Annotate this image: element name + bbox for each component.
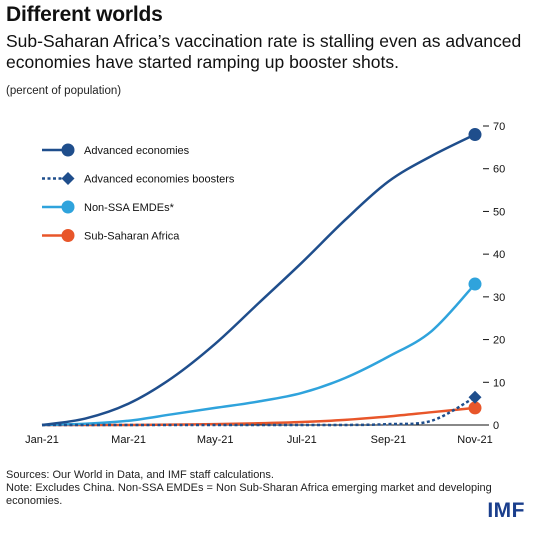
y-tick-label: 60 (493, 164, 505, 176)
chart-title: Different worlds (6, 3, 163, 26)
chart-subtitle: Sub-Saharan Africa’s vaccination rate is… (6, 31, 522, 72)
legend-marker (61, 229, 75, 242)
imf-logo: IMF (487, 499, 525, 522)
y-tick-label: 20 (493, 335, 505, 347)
legend-label: Sub-Saharan Africa (84, 231, 180, 243)
x-tick-label: Jan-21 (25, 434, 59, 446)
y-tick-label: 40 (493, 249, 505, 261)
y-tick-label: 10 (493, 377, 505, 389)
line-chart: 0 10 20 30 40 50 60 70 Jan-21 Mar-21 May-21 Jul-21 S… (25, 121, 505, 446)
x-tick-label: May-21 (197, 434, 234, 446)
series-end-marker (468, 128, 482, 142)
chart-notes: Sources: Our World in Data, and IMF staf… (6, 469, 506, 508)
source-note: Sources: Our World in Data, and IMF staf… (6, 469, 274, 481)
series-line (41, 283, 476, 427)
y-tick-label: 30 (493, 292, 505, 304)
legend-label: Advanced economies (84, 145, 190, 157)
legend-marker (61, 200, 75, 214)
x-tick-label: Nov-21 (457, 434, 492, 446)
legend-label: Advanced economies boosters (84, 174, 235, 186)
y-tick-label: 70 (493, 121, 505, 133)
series-line (41, 133, 476, 427)
series-end-marker (468, 390, 482, 404)
x-tick-label: Jul-21 (287, 434, 317, 446)
series-line (41, 396, 476, 427)
x-tick-label: Mar-21 (111, 434, 146, 446)
exclusion-note: Note: Excludes China. Non-SSA EMDEs = No… (6, 482, 492, 507)
legend-marker (61, 172, 75, 185)
y-tick-label: 0 (493, 420, 499, 432)
legend-marker (61, 143, 75, 157)
series-end-marker (468, 277, 482, 291)
y-tick-label: 50 (493, 206, 505, 218)
chart-unit-label: (percent of population) (6, 85, 122, 97)
series-end-marker (468, 401, 482, 415)
legend-label: Non-SSA EMDEs* (84, 202, 175, 214)
x-tick-label: Sep-21 (371, 434, 406, 446)
